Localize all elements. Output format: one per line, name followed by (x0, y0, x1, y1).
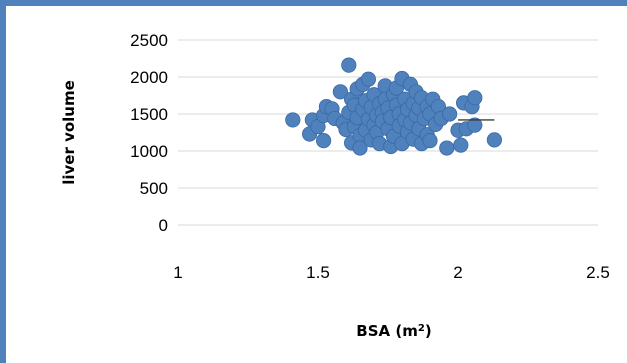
data-point (486, 132, 502, 148)
y-tick-label: 1000 (130, 142, 168, 161)
data-point (315, 133, 332, 149)
x-axis-title-main: BSA (m (356, 322, 418, 340)
y-tick-label: 2000 (130, 68, 168, 87)
x-axis-title: BSA (m2) (356, 322, 431, 340)
data-point (467, 117, 483, 133)
y-tick-label: 500 (140, 179, 168, 198)
x-tick-label: 1.5 (306, 263, 330, 282)
x-axis-title-tail: ) (425, 322, 432, 340)
data-point (285, 112, 301, 128)
x-tick-labels: 1 1.5 2 2.5 (173, 263, 610, 282)
x-tick-label: 2.5 (586, 263, 610, 282)
y-tick-label: 1500 (130, 105, 168, 124)
data-point (352, 140, 368, 156)
data-point (441, 106, 458, 122)
x-axis-title-superscript: 2 (418, 323, 425, 334)
y-axis-title: liver volume (60, 80, 78, 185)
x-tick-label: 2 (453, 263, 462, 282)
y-tick-label: 0 (159, 216, 168, 235)
data-points (285, 57, 502, 156)
scatter-chart: 0 500 1000 1500 2000 2500 1 1.5 2 2.5 liver volu… (60, 31, 610, 340)
data-point (439, 140, 455, 156)
x-tick-label: 1 (173, 263, 182, 282)
data-point (360, 71, 376, 87)
data-point (341, 57, 357, 73)
y-tick-label: 2500 (130, 31, 168, 50)
data-point (332, 84, 348, 100)
data-point (467, 90, 483, 106)
data-point (422, 133, 438, 149)
y-tick-labels: 0 500 1000 1500 2000 2500 (130, 31, 168, 235)
data-point (453, 137, 469, 153)
